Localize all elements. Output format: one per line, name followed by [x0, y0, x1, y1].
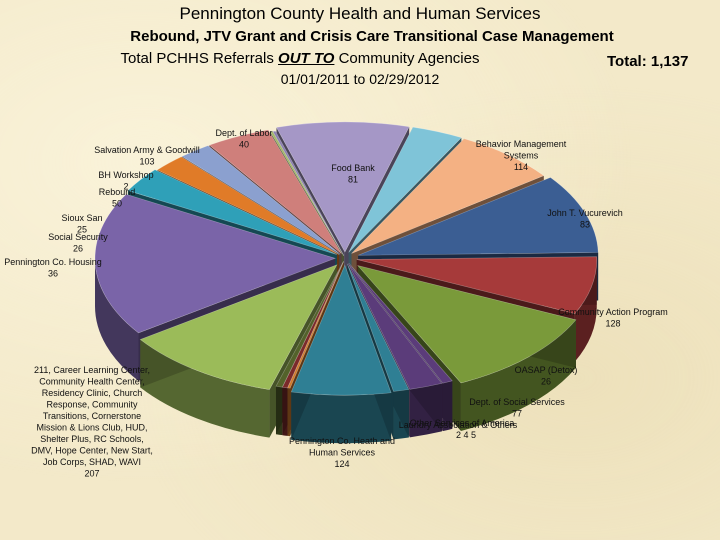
pie-side-12: [95, 258, 139, 381]
slice-label-9: Pennington Co. Housing 36: [4, 257, 102, 279]
overlap-label-1: Other Services of America: [410, 418, 515, 428]
slice-label-6: Dept. of Social Services 77: [469, 397, 565, 419]
pie-slice-19: [275, 121, 410, 253]
pie-slice-20: [348, 126, 462, 253]
slice-label-3: John T. Vucurevich 83: [547, 208, 623, 230]
pie-slice-3: [356, 265, 577, 384]
chart-subtitle: Rebound, JTV Grant and Crisis Care Trans…: [130, 28, 614, 45]
slice-label-1: Behavior Management Systems 114: [476, 139, 567, 172]
slice-label-11: Sioux San 25: [61, 213, 102, 235]
pie-slice-14: [156, 156, 340, 255]
pie-slice-13: [127, 169, 337, 255]
subtitle-suffix: Community Agencies: [334, 50, 480, 67]
total-label: Total: 1,137: [607, 53, 689, 70]
pie-tops: [94, 121, 599, 396]
date-range: 01/01/2011 to 02/29/2012: [280, 71, 440, 87]
subtitle-emphasis: OUT TO: [278, 50, 335, 67]
slice-label-12: Rebound 50: [99, 187, 136, 209]
pie-slice-10: [275, 261, 344, 388]
chart-subtitle-2: Total PCHHS Referrals OUT TO Community A…: [0, 50, 660, 67]
slice-label-0: Dept. of Labor 40: [215, 128, 272, 150]
pie-slice-18: [272, 130, 345, 256]
slice-label-14: Salvation Army & Goodwill 103: [94, 145, 200, 167]
slice-label-2: Food Bank 81: [331, 163, 375, 185]
pie-slice-1: [358, 177, 599, 256]
pie-slice-4: [348, 263, 453, 384]
slice-label-7: Pennington Co. Heath and Human Services 12…: [289, 436, 395, 469]
chart-title: Pennington County Health and Human Servi…: [179, 4, 541, 23]
pie-slice-2: [356, 256, 597, 315]
slice-label-10: Social Security 26: [48, 232, 108, 254]
overlap-label-2: Laundry Association & Others: [399, 420, 518, 430]
slice-label-4: Community Action Program 128: [558, 307, 668, 329]
pie-slice-12: [94, 193, 336, 334]
slice-label-5: OASAP (Detox) 26: [515, 365, 578, 387]
pie-slice-11: [139, 264, 338, 390]
slice-label-8: 211, Career Learning Center, Community He…: [31, 365, 153, 479]
pie-side-2: [574, 259, 597, 362]
pie-slice-7: [290, 264, 392, 396]
pie-slice-8: [287, 261, 344, 389]
overlap-values: 2 4 5: [456, 430, 476, 440]
pie-slice-5: [347, 263, 443, 390]
pie-slice-17: [269, 131, 345, 256]
subtitle-prefix: Total PCHHS Referrals: [120, 50, 279, 67]
pie-slice-0: [351, 138, 545, 254]
pie-side-7: [291, 391, 392, 444]
pie-slice-16: [208, 129, 342, 254]
pie-labels: Dept. of Labor 40 Behavior Management Syste…: [4, 128, 668, 479]
pie-slice-9: [281, 261, 344, 389]
slice-label-13: BH Workshop 2: [98, 170, 153, 192]
pie-slice-6: [346, 263, 410, 392]
pie-slice-15: [181, 145, 341, 255]
